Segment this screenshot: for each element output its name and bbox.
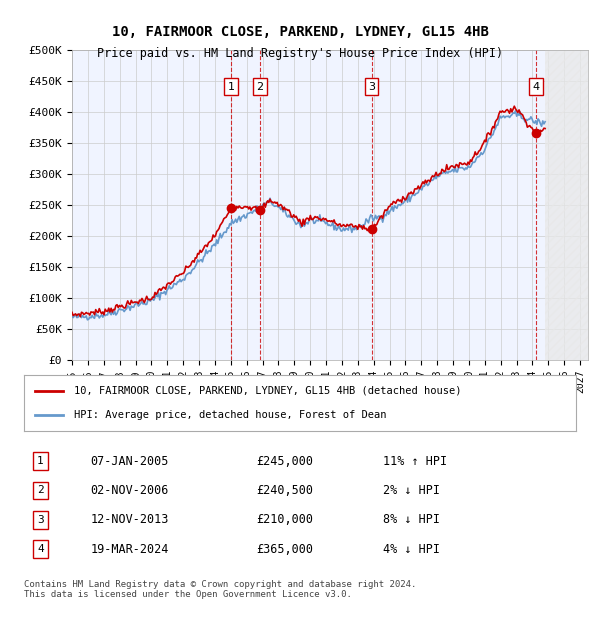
Text: Price paid vs. HM Land Registry's House Price Index (HPI): Price paid vs. HM Land Registry's House … (97, 46, 503, 60)
Text: 02-NOV-2006: 02-NOV-2006 (90, 484, 169, 497)
Text: 1: 1 (227, 82, 235, 92)
Text: 3: 3 (368, 82, 375, 92)
Text: 4% ↓ HPI: 4% ↓ HPI (383, 542, 440, 556)
Text: 8% ↓ HPI: 8% ↓ HPI (383, 513, 440, 526)
Text: 3: 3 (37, 515, 44, 525)
Text: 2% ↓ HPI: 2% ↓ HPI (383, 484, 440, 497)
Text: 2: 2 (256, 82, 263, 92)
Text: 4: 4 (532, 82, 539, 92)
Text: 11% ↑ HPI: 11% ↑ HPI (383, 454, 447, 467)
Text: 4: 4 (37, 544, 44, 554)
Text: 10, FAIRMOOR CLOSE, PARKEND, LYDNEY, GL15 4HB: 10, FAIRMOOR CLOSE, PARKEND, LYDNEY, GL1… (112, 25, 488, 39)
Text: £240,500: £240,500 (256, 484, 313, 497)
Text: 10, FAIRMOOR CLOSE, PARKEND, LYDNEY, GL15 4HB (detached house): 10, FAIRMOOR CLOSE, PARKEND, LYDNEY, GL1… (74, 386, 461, 396)
Text: HPI: Average price, detached house, Forest of Dean: HPI: Average price, detached house, Fore… (74, 410, 386, 420)
Text: 19-MAR-2024: 19-MAR-2024 (90, 542, 169, 556)
Text: 2: 2 (37, 485, 44, 495)
Text: £210,000: £210,000 (256, 513, 313, 526)
Text: £245,000: £245,000 (256, 454, 313, 467)
Text: 12-NOV-2013: 12-NOV-2013 (90, 513, 169, 526)
Bar (545, 50, 588, 360)
Text: 1: 1 (37, 456, 44, 466)
Text: Contains HM Land Registry data © Crown copyright and database right 2024.
This d: Contains HM Land Registry data © Crown c… (24, 580, 416, 599)
Text: 07-JAN-2005: 07-JAN-2005 (90, 454, 169, 467)
Text: £365,000: £365,000 (256, 542, 313, 556)
